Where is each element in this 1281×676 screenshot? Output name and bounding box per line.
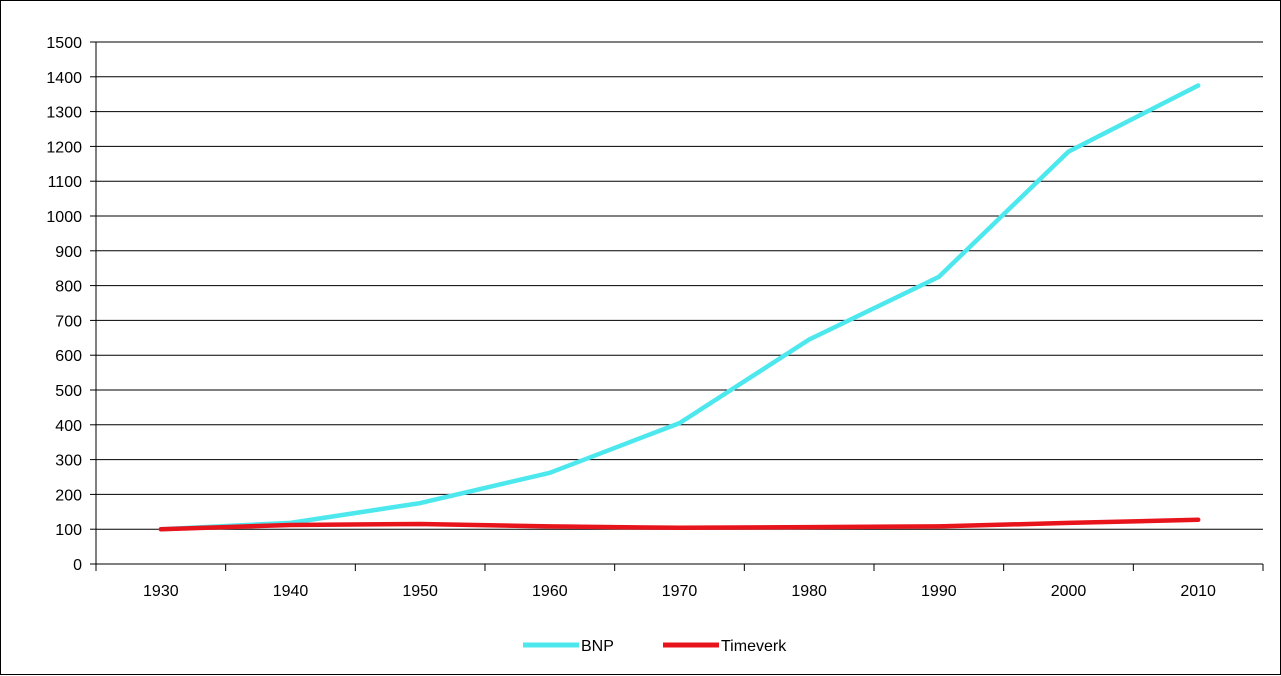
series-line-timeverk — [158, 517, 1201, 532]
legend-label-bnp: BNP — [581, 638, 614, 655]
series-line-bnp — [158, 83, 1201, 532]
y-tick-label: 1000 — [46, 209, 82, 226]
x-tick-label: 1940 — [273, 583, 309, 600]
y-tick-label: 300 — [55, 453, 82, 470]
y-tick-label: 800 — [55, 279, 82, 296]
y-tick-label: 700 — [55, 313, 82, 330]
x-tick-label: 1960 — [532, 583, 568, 600]
x-tick-label: 2010 — [1180, 583, 1216, 600]
x-tick-label: 1950 — [402, 583, 438, 600]
legend-label-timeverk: Timeverk — [721, 638, 787, 655]
y-tick-label: 1200 — [46, 139, 82, 156]
y-tick-label: 400 — [55, 418, 82, 435]
gridlines — [96, 41, 1263, 530]
x-tick-label: 1990 — [921, 583, 957, 600]
x-tick-label: 1930 — [143, 583, 179, 600]
x-tick-label: 2000 — [1051, 583, 1087, 600]
y-axis-tick-labels: 0 100 200 300 400 500 600 700 800 900 1000 1100 1200… — [46, 35, 82, 574]
y-tick-label: 1500 — [46, 35, 82, 52]
x-tick-label: 1980 — [791, 583, 827, 600]
y-tick-label: 1100 — [48, 174, 83, 191]
y-tick-label: 1400 — [46, 70, 82, 87]
x-tick-label: 1970 — [662, 583, 698, 600]
series-lines — [158, 83, 1201, 532]
y-tick-label: 100 — [55, 522, 82, 539]
axes — [90, 41, 1264, 571]
y-tick-label: 200 — [55, 487, 82, 504]
legend: BNP Timeverk — [523, 638, 787, 655]
y-tick-label: 500 — [55, 383, 82, 400]
x-axis-tick-labels: 1930 1940 1950 1960 1970 1980 1990 2000 2010 — [143, 583, 1216, 600]
y-tick-label: 0 — [73, 557, 82, 574]
y-tick-label: 600 — [55, 348, 82, 365]
y-tick-label: 1300 — [46, 105, 82, 122]
y-tick-label: 900 — [55, 244, 82, 261]
